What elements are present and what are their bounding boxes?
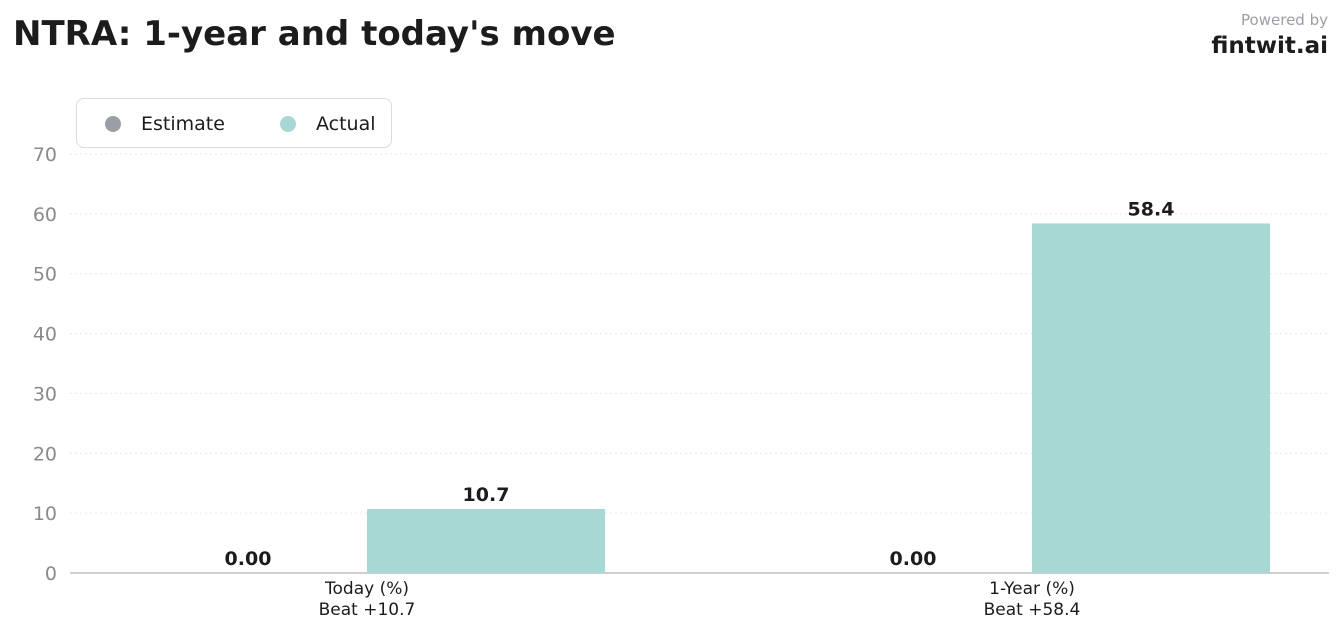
x-category-label: Today (%) [324,579,409,599]
y-tick-label: 20 [33,443,57,465]
y-tick-label: 60 [33,204,57,226]
brand-name: fintwit.ai [1211,33,1328,59]
legend-item-estimate: Estimate [105,99,225,149]
bar-actual [367,508,605,573]
data-label-actual: 58.4 [1128,198,1175,220]
legend-dot-estimate [105,116,121,132]
x-category-sublabel: Beat +58.4 [984,600,1081,620]
legend-item-actual: Actual [280,99,376,149]
x-category-label: 1-Year (%) [989,579,1075,599]
data-label-actual: 10.7 [463,484,510,506]
y-tick-label: 10 [33,503,57,525]
powered-by-label: Powered by [1241,11,1328,29]
y-tick-label: 50 [33,264,57,286]
legend-label-actual: Actual [316,113,376,135]
legend-label-estimate: Estimate [141,113,225,135]
data-label-estimate: 0.00 [225,548,272,570]
chart-legend: Estimate Actual [76,98,392,148]
y-tick-label: 70 [33,144,57,166]
data-label-estimate: 0.00 [890,548,937,570]
chart-title: NTRA: 1-year and today's move [13,14,616,54]
y-tick-label: 40 [33,324,57,346]
x-category-sublabel: Beat +10.7 [319,600,416,620]
y-tick-label: 0 [45,563,57,585]
brand-block: Powered by fintwit.ai [1211,11,1328,61]
legend-dot-actual [280,116,296,132]
y-tick-label: 30 [33,383,57,405]
bar-actual [1032,223,1270,574]
